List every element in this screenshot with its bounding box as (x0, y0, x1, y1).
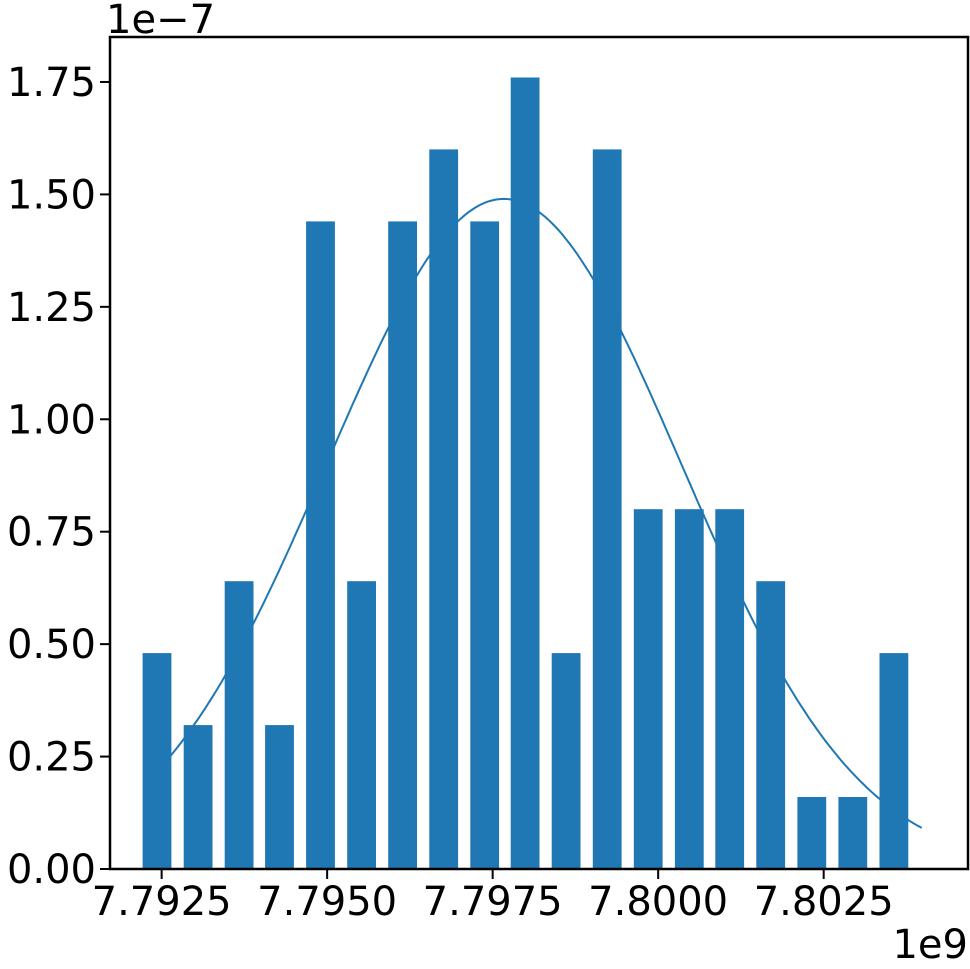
x-axis: 7.7925 7.7950 7.7975 7.8000 7.8025 (92, 869, 894, 925)
y-tick-label-3: 0.75 (7, 510, 96, 556)
bar-18 (879, 653, 909, 869)
y-tick-label-2: 0.50 (7, 622, 96, 668)
bar-3 (265, 725, 294, 869)
y-offset-label: 1e−7 (106, 0, 215, 43)
x-tick-label-3: 7.8000 (588, 879, 728, 925)
bar-9 (510, 77, 540, 869)
bar-11 (592, 149, 622, 869)
bar-4 (306, 221, 335, 869)
bar-15 (756, 581, 786, 869)
bar-16 (797, 797, 827, 869)
bar-13 (674, 509, 704, 869)
bar-12 (633, 509, 663, 869)
bar-8 (470, 221, 500, 869)
y-tick-label-0: 0.00 (7, 847, 96, 893)
bar-10 (551, 653, 581, 869)
y-tick-label-6: 1.50 (7, 172, 96, 218)
bars-group (142, 77, 909, 869)
bar-6 (388, 221, 417, 869)
y-axis: 0.00 0.25 0.50 0.75 1.00 1.25 1.50 1.75 (7, 60, 110, 893)
y-tick-label-7: 1.75 (7, 60, 96, 106)
y-tick-label-4: 1.00 (7, 397, 96, 443)
x-tick-label-1: 7.7950 (257, 879, 397, 925)
y-tick-label-1: 0.25 (7, 735, 96, 781)
bar-2 (224, 581, 254, 869)
y-tick-label-5: 1.25 (7, 285, 96, 331)
x-offset-label: 1e9 (892, 922, 968, 968)
plot-frame (108, 35, 970, 871)
fit-curve (146, 197, 923, 829)
bar-1 (183, 725, 213, 869)
bar-5 (347, 581, 376, 869)
bar-7 (429, 149, 459, 869)
x-tick-label-0: 7.7925 (92, 879, 232, 925)
bar-14 (715, 509, 745, 869)
x-tick-label-2: 7.7975 (423, 879, 563, 925)
bar-17 (838, 797, 868, 869)
x-tick-label-4: 7.8025 (754, 879, 894, 925)
